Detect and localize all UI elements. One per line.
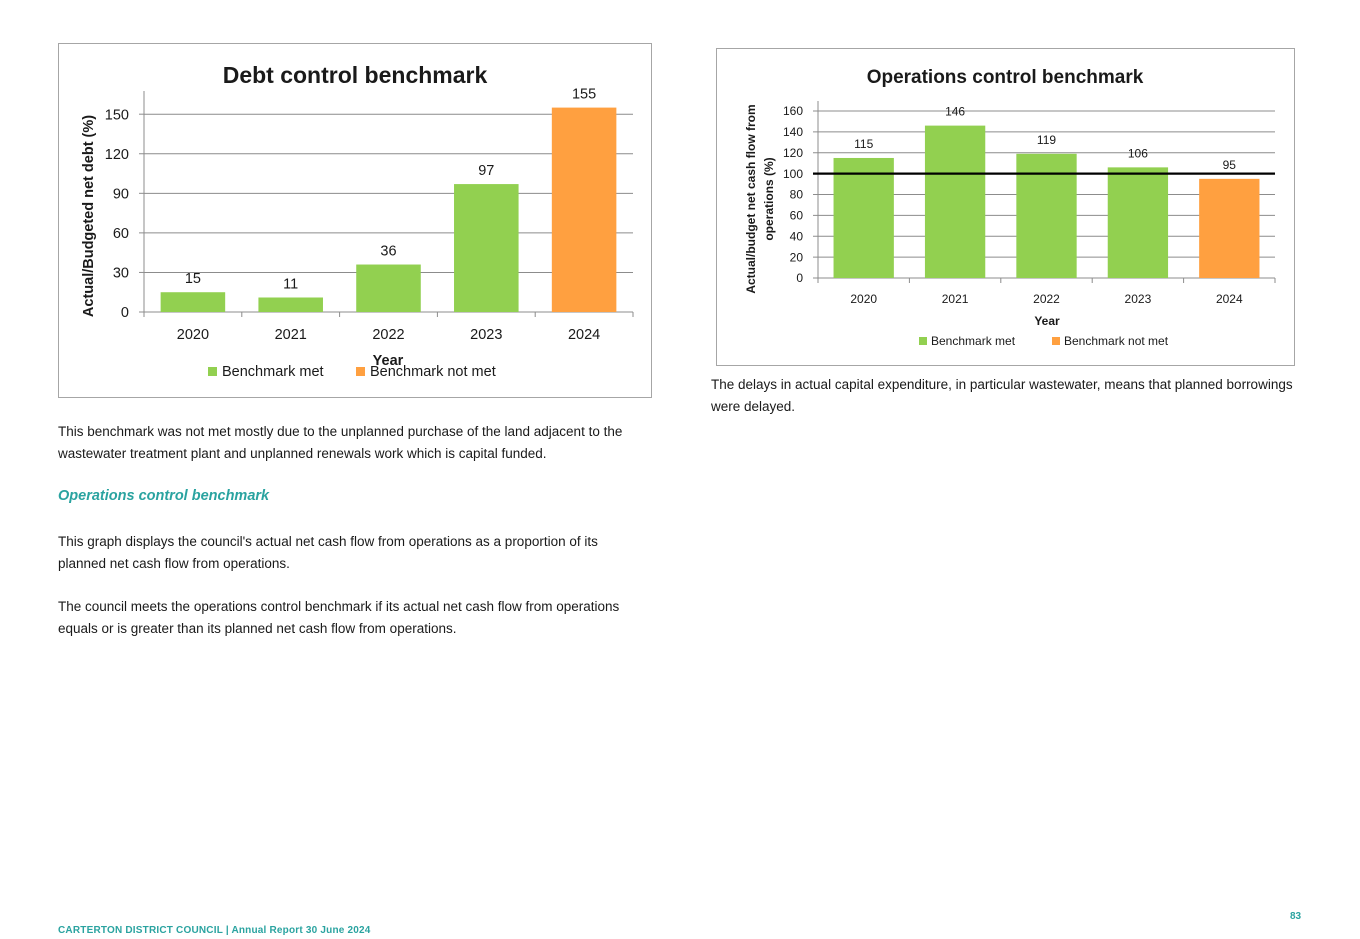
bar-2020 bbox=[160, 292, 226, 312]
y-tick-label: 60 bbox=[790, 209, 804, 223]
page-number: 83 bbox=[1290, 911, 1302, 922]
data-label-2023: 97 bbox=[478, 163, 494, 179]
data-label-2022: 36 bbox=[380, 244, 396, 260]
x-tick-label-2023: 2023 bbox=[470, 327, 502, 343]
bar-2021 bbox=[924, 125, 986, 278]
bar-2022 bbox=[1016, 153, 1077, 278]
x-tick-label-2022: 2022 bbox=[372, 327, 404, 343]
data-label-2021: 11 bbox=[283, 276, 298, 292]
y-tick-label: 30 bbox=[113, 266, 129, 282]
footer-org: CARTERTON DISTRICT COUNCIL bbox=[58, 925, 223, 936]
data-label-2024: 155 bbox=[572, 87, 596, 103]
legend-swatch-not-met bbox=[1052, 337, 1060, 345]
y-tick-label: 140 bbox=[783, 125, 803, 139]
operations-note: The delays in actual capital expenditure… bbox=[711, 377, 1293, 414]
legend-swatch-not-met bbox=[356, 367, 365, 376]
data-label-2021: 146 bbox=[945, 105, 965, 119]
data-label-2022: 119 bbox=[1037, 133, 1056, 147]
chart-title: Debt control benchmark bbox=[223, 62, 488, 88]
legend-swatch-met bbox=[919, 337, 927, 345]
x-tick-label-2021: 2021 bbox=[275, 327, 307, 343]
x-tick-label-2021: 2021 bbox=[942, 292, 969, 306]
debt-control-chart: Debt control benchmark Actual/Budgeted n… bbox=[58, 43, 652, 398]
x-tick-label-2024: 2024 bbox=[1216, 292, 1243, 306]
operations-heading: Operations control benchmark bbox=[58, 488, 270, 504]
legend-label-met: Benchmark met bbox=[222, 364, 324, 380]
legend-swatch-met bbox=[208, 367, 217, 376]
operations-description: This graph displays the council's actual… bbox=[58, 534, 598, 571]
x-tick-label-2023: 2023 bbox=[1125, 292, 1152, 306]
y-tick-label: 0 bbox=[121, 305, 129, 321]
operations-control-chart: Operations control benchmark Actual/budg… bbox=[716, 48, 1295, 366]
legend-label-met: Benchmark met bbox=[931, 334, 1016, 348]
y-axis-label-line1: Actual/budget net cash flow from bbox=[744, 104, 758, 293]
x-tick-label-2020: 2020 bbox=[850, 292, 877, 306]
x-tick-label-2022: 2022 bbox=[1033, 292, 1060, 306]
y-tick-label: 80 bbox=[790, 188, 804, 202]
debt-benchmark-note: This benchmark was not met mostly due to… bbox=[58, 424, 623, 461]
data-label-2020: 15 bbox=[185, 271, 201, 287]
operations-control-chart-svg: Operations control benchmark Actual/budg… bbox=[744, 67, 1276, 348]
bar-2021 bbox=[258, 297, 323, 312]
bar-2023 bbox=[454, 184, 519, 312]
y-tick-label: 120 bbox=[783, 146, 803, 160]
y-tick-label: 120 bbox=[105, 147, 129, 163]
y-tick-label: 0 bbox=[796, 271, 803, 285]
footer-report: Annual Report 30 June 2024 bbox=[231, 925, 371, 936]
bar-2023 bbox=[1107, 167, 1169, 278]
debt-control-chart-svg: Debt control benchmark Actual/Budgeted n… bbox=[81, 62, 634, 380]
y-tick-label: 90 bbox=[113, 186, 129, 202]
data-label-2020: 115 bbox=[854, 137, 873, 151]
bar-2024 bbox=[551, 107, 617, 312]
x-axis-label: Year bbox=[1034, 314, 1060, 328]
x-tick-label-2024: 2024 bbox=[568, 327, 600, 343]
y-axis-label: Actual/Budgeted net debt (%) bbox=[81, 115, 97, 317]
footer: CARTERTON DISTRICT COUNCIL | Annual Repo… bbox=[58, 925, 371, 936]
x-tick-label-2020: 2020 bbox=[177, 327, 209, 343]
data-label-2023: 106 bbox=[1128, 146, 1148, 160]
y-tick-label: 60 bbox=[113, 226, 129, 242]
y-tick-label: 40 bbox=[790, 229, 804, 243]
data-label-2024: 95 bbox=[1223, 158, 1237, 172]
y-tick-label: 100 bbox=[783, 167, 803, 181]
y-tick-label: 160 bbox=[783, 104, 803, 118]
operations-criteria: The council meets the operations control… bbox=[58, 599, 620, 636]
chart-title: Operations control benchmark bbox=[867, 67, 1144, 88]
bar-2022 bbox=[356, 264, 421, 312]
x-axis-label: Year bbox=[373, 353, 404, 369]
bar-2020 bbox=[833, 157, 894, 278]
bar-2024 bbox=[1199, 178, 1260, 278]
y-tick-label: 20 bbox=[790, 250, 804, 264]
y-tick-label: 150 bbox=[105, 107, 129, 123]
legend-label-not-met: Benchmark not met bbox=[370, 364, 496, 380]
y-axis-label-line2: operations (%) bbox=[762, 157, 776, 240]
legend-label-not-met: Benchmark not met bbox=[1064, 334, 1169, 348]
